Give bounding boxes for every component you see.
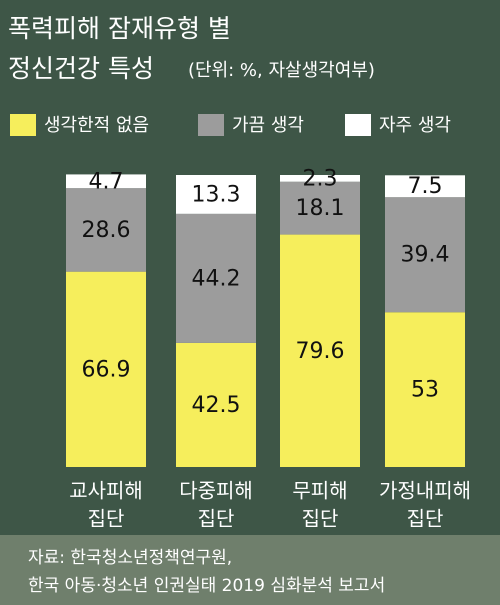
data-label: 13.3 — [192, 182, 241, 207]
bar-segment — [176, 213, 256, 343]
data-label: 53 — [411, 378, 439, 403]
bar-segment — [385, 197, 465, 313]
x-tick-label: 집단 — [88, 507, 125, 531]
bar-segment — [66, 271, 146, 467]
data-label: 42.5 — [192, 393, 241, 418]
legend-label: 자주 생각 — [379, 115, 451, 136]
legend-swatch — [198, 114, 224, 136]
chart-title: 정신건강 특성 — [8, 54, 154, 83]
source: 한국 아동·청소년 인권실태 2019 심화분석 보고서 — [28, 576, 385, 596]
chart-subtitle: (단위: %, 자살생각여부) — [188, 60, 375, 81]
x-tick-label: 무피해 — [292, 479, 347, 503]
data-label: 44.2 — [192, 266, 241, 291]
chart-title: 폭력피해 잠재유형 별 — [8, 14, 231, 43]
x-tick-label: 집단 — [407, 507, 444, 531]
data-label: 28.6 — [82, 218, 131, 243]
x-tick-label: 가정내피해 — [379, 479, 471, 503]
data-label: 2.3 — [303, 166, 338, 191]
data-label: 7.5 — [408, 174, 443, 199]
bar-segment — [385, 175, 465, 198]
legend-swatch — [10, 114, 36, 136]
x-tick-label: 집단 — [302, 507, 339, 531]
bar-segment — [385, 312, 465, 467]
data-label: 4.7 — [89, 169, 124, 194]
bar-segment — [176, 342, 256, 467]
legend-label: 가끔 생각 — [232, 115, 304, 136]
source-band — [0, 535, 500, 605]
bar-segment — [66, 174, 146, 189]
source: 자료: 한국청소년정책연구원, — [28, 548, 232, 568]
data-label: 66.9 — [82, 357, 131, 382]
bar-segment — [280, 175, 360, 182]
bar-segment — [280, 181, 360, 235]
data-label: 39.4 — [401, 243, 450, 268]
data-label: 79.6 — [296, 339, 345, 364]
bar-segment — [176, 175, 256, 214]
bar-segment — [280, 234, 360, 467]
x-tick-label: 집단 — [198, 507, 235, 531]
x-tick-label: 다중피해 — [179, 479, 253, 503]
x-tick-label: 교사피해 — [69, 479, 143, 503]
bar-segment — [66, 188, 146, 272]
legend-label: 생각한적 없음 — [44, 115, 149, 136]
data-label: 18.1 — [296, 196, 345, 221]
legend-swatch — [345, 114, 371, 136]
